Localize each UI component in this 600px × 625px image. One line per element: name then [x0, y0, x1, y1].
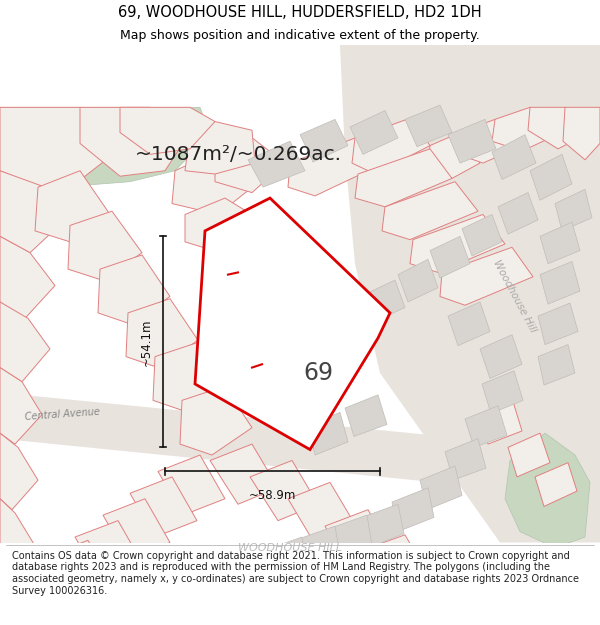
Polygon shape	[405, 105, 452, 147]
Polygon shape	[330, 515, 372, 559]
Polygon shape	[555, 189, 592, 231]
Polygon shape	[480, 401, 522, 444]
Text: 69, WOODHOUSE HILL, HUDDERSFIELD, HD2 1DH: 69, WOODHOUSE HILL, HUDDERSFIELD, HD2 1D…	[118, 5, 482, 20]
Polygon shape	[0, 107, 210, 187]
Text: 69: 69	[303, 361, 333, 385]
Text: Woodhouse Hill: Woodhouse Hill	[491, 259, 538, 334]
Polygon shape	[398, 259, 438, 302]
Polygon shape	[288, 482, 356, 542]
Polygon shape	[0, 236, 55, 318]
Text: Central Avenue: Central Avenue	[24, 407, 100, 422]
Polygon shape	[185, 121, 255, 174]
Polygon shape	[250, 461, 318, 521]
Polygon shape	[382, 182, 478, 239]
Polygon shape	[528, 107, 590, 149]
Polygon shape	[440, 248, 533, 305]
Polygon shape	[308, 412, 348, 455]
Polygon shape	[410, 214, 505, 272]
Polygon shape	[420, 466, 462, 510]
Polygon shape	[0, 433, 38, 510]
Polygon shape	[0, 107, 120, 187]
Polygon shape	[345, 395, 387, 436]
Polygon shape	[355, 149, 452, 207]
Polygon shape	[445, 439, 486, 480]
Polygon shape	[365, 280, 405, 322]
Polygon shape	[248, 141, 305, 187]
Polygon shape	[300, 119, 348, 162]
Polygon shape	[352, 118, 430, 174]
Polygon shape	[153, 342, 225, 411]
Polygon shape	[35, 171, 110, 242]
Polygon shape	[508, 433, 550, 477]
Polygon shape	[538, 303, 578, 344]
Polygon shape	[0, 171, 65, 252]
Polygon shape	[120, 107, 215, 154]
Polygon shape	[180, 386, 252, 455]
Polygon shape	[362, 504, 404, 548]
Text: WOODHOUSE HILL: WOODHOUSE HILL	[238, 543, 342, 553]
Polygon shape	[462, 214, 502, 256]
Polygon shape	[362, 535, 430, 594]
Polygon shape	[538, 344, 575, 385]
Polygon shape	[340, 45, 600, 542]
Polygon shape	[465, 406, 507, 447]
Polygon shape	[265, 537, 307, 581]
Polygon shape	[126, 299, 198, 368]
Polygon shape	[0, 368, 42, 444]
Polygon shape	[80, 107, 190, 176]
Polygon shape	[458, 119, 515, 163]
Polygon shape	[482, 371, 523, 414]
Polygon shape	[530, 154, 572, 200]
Polygon shape	[195, 198, 390, 449]
Polygon shape	[172, 152, 255, 214]
Polygon shape	[563, 107, 600, 160]
Polygon shape	[540, 261, 580, 304]
Polygon shape	[298, 526, 340, 569]
Text: ~58.9m: ~58.9m	[249, 489, 296, 502]
Polygon shape	[0, 302, 50, 382]
Polygon shape	[235, 546, 277, 588]
Text: ~1087m²/~0.269ac.: ~1087m²/~0.269ac.	[134, 145, 341, 164]
Polygon shape	[158, 455, 225, 515]
Polygon shape	[535, 462, 577, 506]
Polygon shape	[448, 119, 496, 163]
Text: Map shows position and indicative extent of the property.: Map shows position and indicative extent…	[120, 29, 480, 42]
Polygon shape	[45, 541, 112, 601]
Text: Contains OS data © Crown copyright and database right 2021. This information is : Contains OS data © Crown copyright and d…	[12, 551, 579, 596]
Polygon shape	[480, 335, 522, 379]
Polygon shape	[75, 521, 143, 581]
Polygon shape	[215, 134, 285, 192]
Polygon shape	[540, 222, 580, 264]
Polygon shape	[130, 477, 197, 537]
Polygon shape	[350, 111, 398, 154]
Polygon shape	[448, 302, 490, 346]
Polygon shape	[492, 107, 555, 151]
Polygon shape	[492, 134, 536, 179]
Polygon shape	[98, 255, 170, 324]
Polygon shape	[428, 132, 480, 178]
Polygon shape	[0, 499, 35, 570]
Polygon shape	[210, 444, 278, 504]
Polygon shape	[185, 198, 275, 258]
Polygon shape	[430, 236, 470, 278]
Polygon shape	[392, 488, 434, 532]
Polygon shape	[103, 499, 170, 559]
Polygon shape	[325, 510, 393, 570]
Polygon shape	[68, 211, 142, 280]
Polygon shape	[498, 192, 538, 234]
Polygon shape	[288, 138, 375, 196]
Text: ~54.1m: ~54.1m	[140, 318, 153, 366]
Polygon shape	[505, 433, 590, 548]
Polygon shape	[0, 392, 600, 499]
